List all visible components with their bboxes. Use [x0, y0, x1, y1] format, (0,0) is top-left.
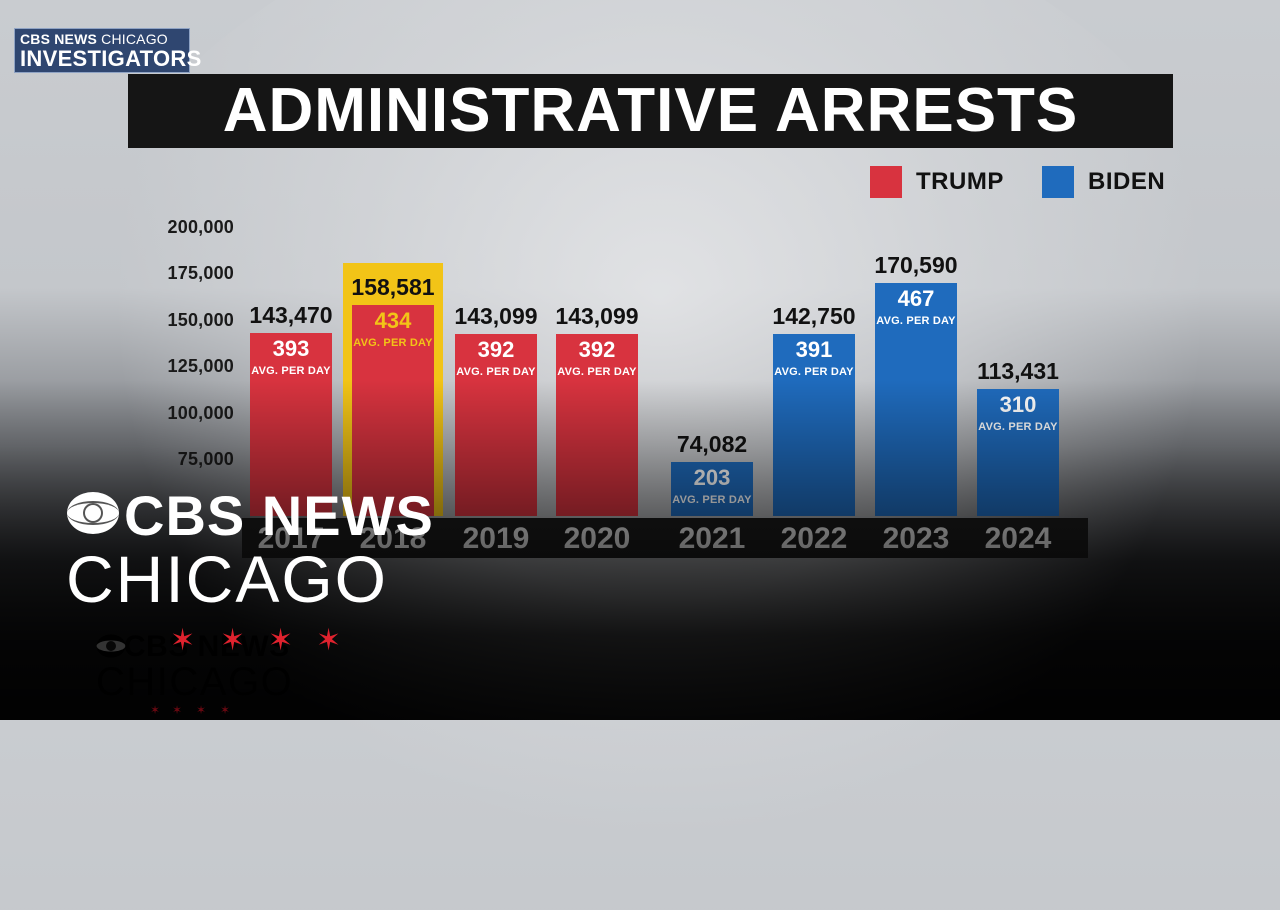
bar-avg-label: AVG. PER DAY	[456, 365, 536, 378]
bar-value-label: 143,470	[249, 301, 333, 328]
brand-chicago: CHICAGO	[101, 31, 168, 47]
bar-value-label: 143,099	[454, 302, 538, 329]
x-tick-label-2021: 2021	[678, 522, 746, 555]
y-tick-label: 75,000	[177, 449, 234, 469]
y-tick-label: 150,000	[167, 309, 234, 330]
bar-avg-label: AVG. PER DAY	[557, 365, 637, 378]
chicago-star-small-icon: ✶	[150, 703, 161, 717]
legend-item-biden: BIDEN	[1042, 166, 1165, 198]
bar-avg-per-day: 310	[999, 391, 1037, 417]
bar-avg-label: AVG. PER DAY	[876, 314, 956, 327]
bar-avg-per-day: 467	[897, 285, 935, 311]
y-tick-label: 175,000	[167, 263, 234, 284]
legend-label-trump: TRUMP	[916, 168, 1004, 195]
chicago-star-icon: ✶	[170, 624, 196, 657]
chicago-star-small-icon: ✶	[172, 703, 183, 717]
watermark-small-chicago: CHICAGO	[96, 660, 294, 704]
bar-value-label: 143,099	[555, 302, 639, 329]
x-tick-label-2022: 2022	[780, 522, 848, 555]
bar-value-label: 158,581	[351, 273, 435, 300]
watermark-cbs-news: CBS NEWS	[124, 484, 434, 547]
bar-avg-label: AVG. PER DAY	[353, 336, 433, 349]
bar-avg-label: AVG. PER DAY	[251, 364, 331, 377]
x-tick-label-2020: 2020	[563, 522, 631, 555]
legend-swatch-biden	[1042, 166, 1074, 198]
x-tick-label-2023: 2023	[882, 522, 950, 555]
bar-value-label: 113,431	[977, 357, 1059, 384]
y-tick-label: 100,000	[167, 402, 234, 423]
x-tick-label-2019: 2019	[462, 522, 530, 555]
watermark-small-cbs-news: CBS NEWS	[124, 630, 290, 663]
bar-avg-label: AVG. PER DAY	[672, 493, 752, 506]
legend-swatch-trump	[870, 166, 902, 198]
y-tick-label: 200,000	[167, 217, 234, 237]
bar-value-label: 170,590	[874, 251, 958, 278]
cbs-investigators-logo: CBS NEWS CHICAGO INVESTIGATORS	[14, 28, 202, 73]
bar-avg-per-day: 392	[578, 336, 616, 362]
chicago-star-icon: ✶	[220, 624, 246, 657]
x-tick-label-2024: 2024	[984, 522, 1052, 555]
brand-cbs-news: CBS NEWS	[20, 31, 98, 47]
bar-avg-per-day: 203	[693, 464, 731, 490]
chicago-star-small-icon: ✶	[220, 703, 231, 717]
bar-avg-per-day: 392	[477, 336, 515, 362]
bar-avg-per-day: 434	[374, 307, 412, 333]
chicago-star-small-icon: ✶	[196, 703, 207, 717]
bar-avg-label: AVG. PER DAY	[774, 366, 854, 379]
bar-value-label: 74,082	[676, 430, 748, 457]
legend-item-trump: TRUMP	[870, 166, 1004, 198]
legend-label-biden: BIDEN	[1088, 168, 1166, 195]
bar-avg-per-day: 391	[795, 337, 833, 363]
chart-title: ADMINISTRATIVE ARRESTS	[128, 74, 1173, 148]
bar-avg-label: AVG. PER DAY	[978, 420, 1058, 433]
cbs-eye-icon	[67, 492, 119, 534]
chicago-star-icon: ✶	[268, 624, 294, 657]
bar-value-label: 142,750	[772, 303, 856, 330]
chicago-star-icon: ✶	[316, 624, 342, 657]
watermark-chicago: CHICAGO	[66, 542, 389, 616]
bar-avg-per-day: 393	[272, 335, 310, 361]
cbs-eye-small-icon	[96, 634, 126, 658]
brand-investigators: INVESTIGATORS	[20, 46, 202, 71]
y-tick-label: 125,000	[167, 356, 234, 377]
